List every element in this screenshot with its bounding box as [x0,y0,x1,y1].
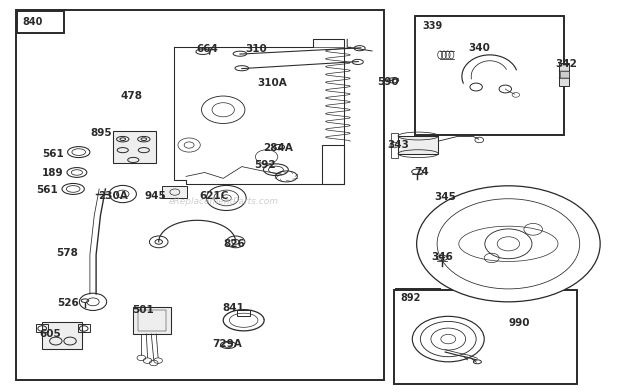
Bar [133,307,171,334]
Text: 664: 664 [197,44,218,54]
Bar [162,186,187,198]
Text: 342: 342 [555,58,577,69]
Text: 729A: 729A [212,339,242,349]
Bar [394,290,577,384]
Text: 345: 345 [434,192,456,202]
Text: 895: 895 [90,128,112,138]
Text: 340: 340 [469,43,490,53]
Text: 561: 561 [42,149,64,159]
Text: 310: 310 [245,44,267,54]
Text: 189: 189 [42,168,64,178]
Text: 284A: 284A [264,143,293,153]
Bar [16,10,384,380]
Bar [78,324,90,332]
Bar [560,71,569,78]
Text: 592: 592 [254,160,276,171]
Text: 346: 346 [431,252,453,262]
Text: 840: 840 [22,17,43,27]
Bar [138,310,166,331]
Bar [415,16,564,135]
Text: 339: 339 [422,21,443,31]
Text: 561: 561 [36,185,58,195]
Text: eReplacementParts.com: eReplacementParts.com [168,197,278,205]
Text: 990: 990 [508,318,530,328]
Bar [36,324,48,332]
Bar [237,310,250,316]
Text: 945: 945 [144,191,166,201]
Bar [417,16,462,36]
Bar [42,322,82,349]
Text: 526: 526 [58,298,79,308]
Circle shape [417,186,600,302]
Text: 605: 605 [39,329,61,339]
Text: 343: 343 [388,140,409,150]
Bar [559,63,569,86]
Bar [391,133,398,158]
Bar [398,136,438,154]
Text: 841: 841 [222,303,244,313]
Text: 310A: 310A [257,78,287,88]
Bar [396,289,440,307]
Text: 578: 578 [56,248,78,258]
Bar [113,131,156,163]
Text: 892: 892 [401,293,421,303]
Text: 478: 478 [121,91,143,101]
Text: 230A: 230A [98,191,128,201]
Text: 826: 826 [223,239,245,249]
Text: 74: 74 [414,167,429,177]
Text: 590: 590 [377,77,399,87]
Text: 621C: 621C [200,191,229,201]
Bar [17,11,64,33]
Text: 501: 501 [132,305,154,316]
